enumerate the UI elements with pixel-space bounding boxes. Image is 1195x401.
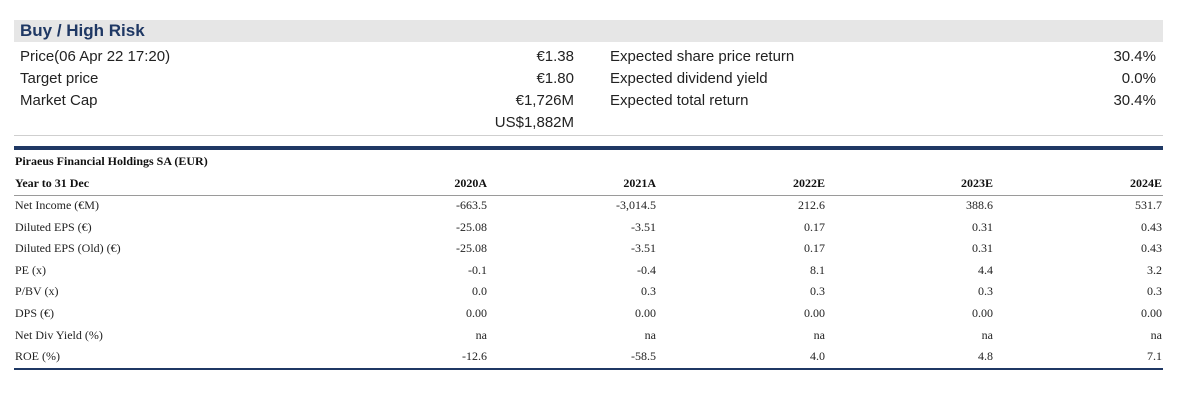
table-cell: -0.1 bbox=[468, 263, 487, 277]
table-cell: 0.17 bbox=[804, 241, 825, 255]
summary-label: Expected dividend yield bbox=[610, 70, 768, 87]
column-header: 2021A bbox=[623, 176, 656, 190]
table-cell: 0.3 bbox=[1147, 284, 1162, 298]
table-cell: 0.00 bbox=[1141, 306, 1162, 320]
table-cell: -12.6 bbox=[462, 349, 487, 363]
table-cell: 4.0 bbox=[810, 349, 825, 363]
table-cell: 4.8 bbox=[978, 349, 993, 363]
summary-value: 30.4% bbox=[1113, 92, 1156, 109]
table-cell: 0.00 bbox=[804, 306, 825, 320]
table-cell: 0.3 bbox=[978, 284, 993, 298]
summary-label: Expected share price return bbox=[610, 48, 795, 65]
row-label: Diluted EPS (Old) (€) bbox=[15, 241, 121, 255]
table-cell: -3,014.5 bbox=[616, 198, 656, 212]
table-cell: 0.00 bbox=[466, 306, 487, 320]
row-label: Net Income (€M) bbox=[15, 198, 99, 212]
section-divider bbox=[14, 146, 1163, 150]
column-header: 2024E bbox=[1129, 176, 1162, 190]
row-label: P/BV (x) bbox=[15, 284, 59, 298]
table-cell: na bbox=[475, 328, 487, 342]
table-cell: 0.0 bbox=[472, 284, 487, 298]
financials-title: Piraeus Financial Holdings SA (EUR) bbox=[15, 154, 208, 168]
summary-value: €1,726M bbox=[515, 92, 574, 109]
table-cell: -3.51 bbox=[631, 220, 656, 234]
table-cell: 0.3 bbox=[641, 284, 656, 298]
row-label: Net Div Yield (%) bbox=[15, 328, 103, 342]
table-cell: -663.5 bbox=[456, 198, 487, 212]
table-cell: 531.7 bbox=[1135, 198, 1162, 212]
table-header-label: Year to 31 Dec bbox=[15, 176, 90, 190]
table-cell: 7.1 bbox=[1147, 349, 1162, 363]
summary-label: Price(06 Apr 22 17:20) bbox=[20, 48, 171, 65]
summary-label: Expected total return bbox=[610, 92, 749, 109]
table-cell: 8.1 bbox=[810, 263, 825, 277]
table-cell: 388.6 bbox=[966, 198, 993, 212]
table-bottom-rule bbox=[14, 368, 1163, 370]
summary-value: €1.80 bbox=[536, 70, 574, 87]
summary-value: US$1,882M bbox=[494, 114, 574, 131]
table-cell: 0.00 bbox=[972, 306, 993, 320]
table-cell: 0.17 bbox=[804, 220, 825, 234]
rating-banner: Buy / High Risk bbox=[14, 20, 1163, 42]
row-label: DPS (€) bbox=[15, 306, 55, 320]
table-cell: 0.31 bbox=[972, 241, 993, 255]
column-header: 2022E bbox=[792, 176, 825, 190]
column-header: 2023E bbox=[960, 176, 993, 190]
table-cell: -0.4 bbox=[637, 263, 656, 277]
summary-label: Target price bbox=[20, 70, 99, 87]
table-cell: na bbox=[1150, 328, 1162, 342]
table-cell: -25.08 bbox=[456, 241, 487, 255]
table-cell: -3.51 bbox=[631, 241, 656, 255]
table-cell: 3.2 bbox=[1147, 263, 1162, 277]
table-cell: 212.6 bbox=[798, 198, 825, 212]
table-cell: 0.3 bbox=[810, 284, 825, 298]
summary-value: €1.38 bbox=[536, 48, 574, 65]
table-cell: 0.43 bbox=[1141, 241, 1162, 255]
table-cell: 4.4 bbox=[978, 263, 993, 277]
table-cell: -58.5 bbox=[631, 349, 656, 363]
table-cell: na bbox=[813, 328, 825, 342]
summary-value: 0.0% bbox=[1121, 70, 1156, 87]
row-label: Diluted EPS (€) bbox=[15, 220, 92, 234]
rating-label: Buy / High Risk bbox=[20, 21, 145, 40]
table-cell: -25.08 bbox=[456, 220, 487, 234]
summary-divider bbox=[14, 135, 1163, 136]
row-label: ROE (%) bbox=[15, 349, 60, 363]
table-cell: na bbox=[644, 328, 656, 342]
summary-value: 30.4% bbox=[1113, 48, 1156, 65]
column-header: 2020A bbox=[454, 176, 487, 190]
table-header-rule bbox=[14, 195, 1163, 196]
table-cell: na bbox=[981, 328, 993, 342]
table-cell: 0.00 bbox=[635, 306, 656, 320]
summary-label: Market Cap bbox=[20, 92, 98, 109]
table-cell: 0.43 bbox=[1141, 220, 1162, 234]
table-cell: 0.31 bbox=[972, 220, 993, 234]
row-label: PE (x) bbox=[15, 263, 46, 277]
